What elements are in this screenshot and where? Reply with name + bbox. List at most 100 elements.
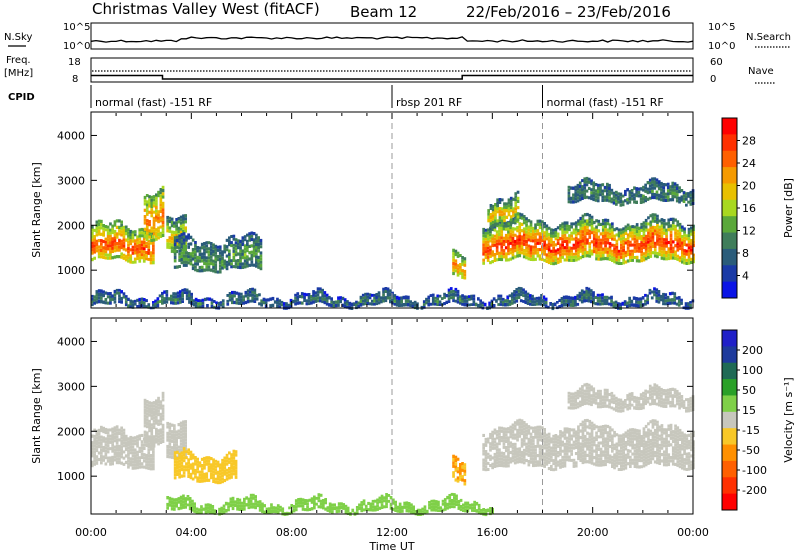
power-cell <box>585 293 589 296</box>
power-cell <box>185 235 188 239</box>
power-cell <box>240 301 243 305</box>
power-cell <box>649 254 653 258</box>
power-cell <box>660 194 663 198</box>
velocity-cell <box>525 442 528 446</box>
velocity-cell <box>586 453 589 457</box>
power-cell <box>596 199 600 203</box>
power-cell <box>129 248 133 252</box>
velocity-cell <box>155 437 158 441</box>
velocity-cell <box>552 434 555 438</box>
power-cell <box>651 192 654 196</box>
power-cell <box>382 287 385 291</box>
power-cell <box>115 255 119 259</box>
velocity-cell <box>511 449 515 453</box>
velocity-cell <box>637 396 641 401</box>
power-cell <box>605 298 609 302</box>
velocity-cell <box>527 428 531 432</box>
velocity-cell <box>559 439 562 443</box>
velocity-cell <box>617 468 621 471</box>
velocity-cell <box>647 455 650 459</box>
power-cell <box>122 238 126 242</box>
power-cell <box>91 238 94 242</box>
velocity-cell <box>173 430 176 434</box>
velocity-cell <box>486 437 490 441</box>
power-cell <box>644 238 648 242</box>
power-cell <box>644 189 647 193</box>
velocity-cell <box>203 463 206 467</box>
velocity-cell <box>178 452 181 456</box>
velocity-cell <box>221 477 224 481</box>
velocity-cell <box>516 447 519 451</box>
power-cell <box>675 199 679 203</box>
power-cell <box>608 193 611 197</box>
power-cell <box>687 252 691 256</box>
power-cell <box>203 248 206 252</box>
power-cell <box>170 240 174 244</box>
velocity-cell <box>159 400 163 404</box>
power-cell <box>673 301 677 305</box>
power-cell <box>118 219 121 223</box>
velocity-cell <box>522 451 526 455</box>
velocity-cell <box>520 441 524 445</box>
velocity-cell <box>228 457 231 461</box>
power-cell <box>323 300 327 305</box>
power-cell <box>495 230 499 234</box>
power-cell <box>622 245 625 249</box>
power-cell <box>583 296 586 300</box>
power-cell <box>662 192 666 196</box>
velocity-cell <box>626 442 630 446</box>
power-cell <box>207 256 211 260</box>
power-cell <box>681 250 684 254</box>
power-cell <box>106 292 110 296</box>
power-cell <box>692 256 695 260</box>
power-cell <box>140 253 144 257</box>
velocity-cell <box>145 431 149 435</box>
power-cell <box>231 300 234 305</box>
velocity-cell <box>223 466 227 470</box>
velocity-cell <box>520 431 524 436</box>
power-cell <box>235 301 239 305</box>
velocity-cell <box>606 456 610 460</box>
power-cell <box>197 305 200 309</box>
power-cell <box>325 293 329 297</box>
velocity-cell <box>620 458 623 462</box>
velocity-cell <box>113 429 117 433</box>
velocity-cell <box>581 433 585 437</box>
power-cell <box>642 224 646 228</box>
power-cell <box>337 296 340 300</box>
velocity-cell <box>104 443 108 447</box>
power-cell <box>341 303 345 307</box>
velocity-cell <box>624 447 628 451</box>
power-cell <box>479 302 482 306</box>
velocity-cell <box>198 464 202 468</box>
power-cell <box>122 256 126 260</box>
power-cell <box>188 293 191 297</box>
velocity-cell <box>127 456 130 460</box>
power-cell <box>443 292 446 296</box>
power-cell <box>152 204 156 208</box>
velocity-cell <box>612 407 616 411</box>
velocity-cell <box>152 425 156 429</box>
power-cell <box>323 297 327 301</box>
velocity-cell <box>622 461 625 465</box>
velocity-cell <box>527 450 531 454</box>
velocity-cell <box>173 451 177 455</box>
velocity-cell <box>608 432 612 436</box>
velocity-cell <box>687 452 691 456</box>
power-cell <box>461 269 464 273</box>
velocity-cell <box>592 449 596 453</box>
velocity-cell <box>678 434 682 438</box>
velocity-cell <box>173 457 177 461</box>
power-cell <box>332 304 336 308</box>
velocity-cell <box>681 447 684 451</box>
power-cell <box>145 237 149 241</box>
power-cell <box>601 234 605 239</box>
power-cell <box>631 228 634 232</box>
velocity-cell <box>513 455 517 459</box>
power-cell <box>673 295 677 299</box>
velocity-cell <box>155 402 158 406</box>
velocity-cell <box>159 412 163 416</box>
power-cell <box>158 300 162 303</box>
power-cell <box>567 200 571 204</box>
power-cell <box>273 300 277 304</box>
